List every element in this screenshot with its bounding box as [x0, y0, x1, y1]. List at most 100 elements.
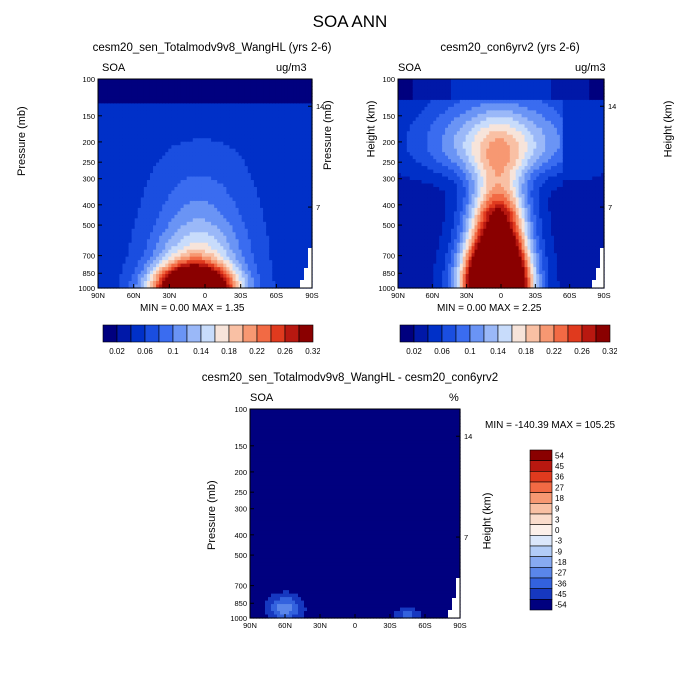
field-cell: [201, 186, 206, 192]
field-cell: [296, 246, 301, 251]
field-cell: [110, 96, 114, 101]
field-cell: [263, 169, 267, 174]
field-cell: [211, 145, 215, 150]
field-cell: [107, 117, 111, 122]
field-cell: [113, 277, 117, 282]
field-cell: [128, 183, 133, 188]
field-cell: [217, 232, 221, 237]
field-cell: [165, 274, 169, 279]
field-cell: [174, 134, 179, 139]
field-cell: [162, 141, 166, 146]
field-cell: [195, 173, 200, 178]
field-cell: [290, 214, 295, 219]
field-cell: [214, 145, 218, 150]
field-cell: [302, 242, 307, 247]
field-cell: [263, 221, 267, 226]
field-cell: [198, 277, 203, 282]
field-cell: [113, 113, 117, 118]
field-cell: [180, 127, 185, 132]
field-cell: [275, 270, 279, 275]
field-cell: [110, 173, 114, 178]
field-cell: [266, 85, 270, 91]
field-cell: [110, 274, 114, 279]
field-cell: [98, 211, 102, 216]
field-cell: [293, 274, 298, 279]
field-cell: [305, 207, 310, 212]
field-cell: [168, 239, 172, 244]
field-cell: [186, 256, 191, 261]
field-cell: [149, 120, 154, 125]
colorbar-label: 0.32: [305, 347, 320, 356]
field-cell: [278, 103, 283, 108]
field-cell: [263, 159, 267, 164]
field-cell: [110, 166, 114, 171]
field-cell: [165, 162, 169, 167]
field-cell: [211, 256, 215, 261]
field-cell: [165, 218, 169, 223]
field-cell: [168, 82, 172, 87]
field-cell: [183, 99, 188, 104]
field-cell: [299, 152, 304, 157]
field-cell: [275, 253, 279, 258]
field-cell: [293, 85, 298, 91]
field-cell: [299, 134, 304, 139]
field-cell: [398, 173, 402, 178]
field-cell: [284, 138, 289, 143]
field-cell: [398, 82, 402, 87]
field-cell: [198, 145, 203, 150]
field-cell: [266, 113, 270, 118]
field-cell: [308, 214, 313, 219]
field-cell: [269, 155, 273, 160]
field-cell: [122, 155, 127, 160]
field-cell: [171, 253, 176, 258]
field-cell: [198, 183, 203, 188]
field-cell: [235, 180, 240, 185]
field-cell: [183, 214, 188, 219]
field-cell: [293, 186, 298, 192]
field-cell: [165, 246, 169, 251]
field-cell: [241, 103, 246, 108]
field-cell: [296, 173, 301, 178]
field-cell: [140, 267, 145, 272]
field-cell: [398, 117, 402, 122]
field-cell: [398, 232, 402, 237]
field-cell: [232, 96, 237, 101]
field-cell: [260, 263, 264, 268]
field-cell: [177, 85, 182, 91]
field-cell: [119, 242, 124, 247]
field-cell: [235, 113, 240, 118]
field-cell: [205, 256, 209, 261]
field-cell: [208, 85, 212, 91]
field-cell: [198, 113, 203, 118]
field-cell: [256, 155, 261, 160]
field-cell: [250, 186, 255, 192]
field-cell: [299, 82, 304, 87]
field-cell: [266, 92, 270, 98]
field-cell: [284, 242, 289, 247]
field-cell: [263, 138, 267, 143]
field-cell: [241, 263, 246, 268]
field-cell: [302, 124, 307, 129]
field-cell: [149, 225, 154, 230]
field-cell: [223, 263, 227, 268]
field-cell: [293, 96, 298, 101]
field-cell: [208, 169, 212, 174]
field-cell: [101, 89, 105, 94]
field-cell: [140, 221, 145, 226]
field-cell: [290, 281, 295, 286]
field-cell: [226, 211, 231, 216]
field-cell: [250, 193, 255, 199]
field-cell: [226, 190, 231, 195]
field-cell: [398, 99, 402, 104]
field-cell: [146, 221, 151, 226]
y-tick-label: 300: [82, 175, 95, 184]
field-cell: [177, 134, 182, 139]
field-cell: [125, 183, 130, 188]
field-cell: [156, 180, 160, 185]
field-cell: [302, 110, 307, 115]
field-cell: [177, 186, 182, 192]
field-cell: [278, 193, 283, 199]
field-cell: [201, 113, 206, 118]
field-cell: [284, 134, 289, 139]
field-cell: [263, 239, 267, 244]
